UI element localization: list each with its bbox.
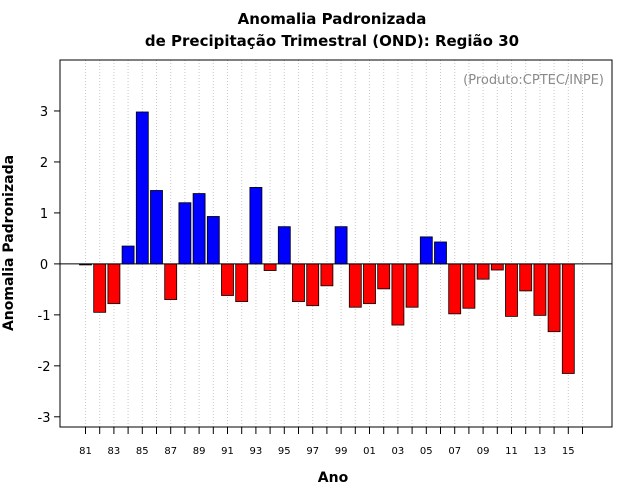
y-tick-label: 2 [40, 156, 48, 171]
chart-title: Anomalia Padronizada [238, 10, 427, 28]
x-tick-label: 05 [420, 446, 433, 457]
x-tick-label: 93 [250, 446, 263, 457]
y-axis: -3 -2 -1 0 1 2 3 [38, 105, 60, 426]
x-axis-label: Ano [318, 470, 349, 486]
bar-00 [348, 263, 362, 308]
bar-89 [192, 193, 206, 265]
y-tick-label: -1 [38, 309, 51, 324]
bar-11 [505, 263, 518, 317]
bar-09 [476, 263, 490, 280]
bar-08 [462, 263, 476, 309]
x-tick-label: 07 [448, 446, 461, 457]
bar-95 [277, 226, 291, 265]
bar-04 [405, 263, 419, 308]
bars [79, 111, 575, 374]
y-tick-label: 0 [40, 258, 48, 273]
bar-13 [533, 263, 547, 316]
bar-10 [490, 263, 504, 271]
x-tick-label: 99 [335, 446, 348, 457]
y-tick-label: 1 [40, 207, 48, 222]
bar-98 [320, 263, 334, 287]
bar-93 [249, 187, 263, 265]
bar-07 [448, 263, 462, 315]
bar-96 [292, 263, 305, 303]
bar-01 [363, 263, 376, 305]
x-tick-label: 87 [164, 446, 177, 457]
x-tick-label: 83 [108, 446, 121, 457]
bar-85 [135, 111, 149, 265]
x-tick-label: 01 [363, 446, 376, 457]
bar-88 [178, 202, 192, 265]
bar-86 [150, 190, 163, 265]
y-tick-label: 3 [40, 105, 48, 120]
x-tick-label: 91 [221, 446, 234, 457]
x-tick-label: 11 [505, 446, 518, 457]
x-tick-label: 15 [562, 446, 575, 457]
x-tick-label: 81 [79, 446, 92, 457]
bar-82 [93, 263, 107, 313]
bar-14 [547, 263, 561, 333]
x-tick-label: 89 [193, 446, 206, 457]
bar-91 [221, 263, 234, 296]
bar-83 [107, 263, 121, 305]
bar-05 [419, 236, 433, 265]
bar-12 [519, 263, 533, 292]
x-tick-label: 09 [477, 446, 490, 457]
x-axis: 81 83 85 87 89 91 93 95 97 99 01 03 05 07 09 11 13 15 [79, 427, 583, 457]
bar-97 [306, 263, 320, 307]
bar-03 [391, 263, 405, 326]
bar-94 [263, 263, 277, 271]
bar-02 [377, 263, 391, 290]
y-tick-label: -2 [38, 360, 51, 375]
bar-92 [235, 263, 249, 303]
bar-15 [561, 263, 575, 374]
x-tick-label: 97 [306, 446, 319, 457]
y-tick-label: -3 [38, 411, 51, 426]
plot-frame [59, 59, 613, 428]
bar-06 [434, 241, 447, 265]
bar-99 [334, 226, 348, 265]
bar-84 [121, 245, 135, 265]
y-axis-label: Anomalia Padronizada [1, 155, 17, 331]
x-tick-label: 85 [136, 446, 149, 457]
credit-annotation: (Produto:CPTEC/INPE) [463, 73, 604, 88]
bar-90 [206, 216, 220, 265]
x-tick-label: 95 [278, 446, 291, 457]
chart-subtitle: de Precipitação Trimestral (OND): Região… [145, 32, 519, 50]
x-tick-label: 03 [392, 446, 405, 457]
bar-87 [164, 263, 178, 300]
x-tick-label: 13 [534, 446, 547, 457]
